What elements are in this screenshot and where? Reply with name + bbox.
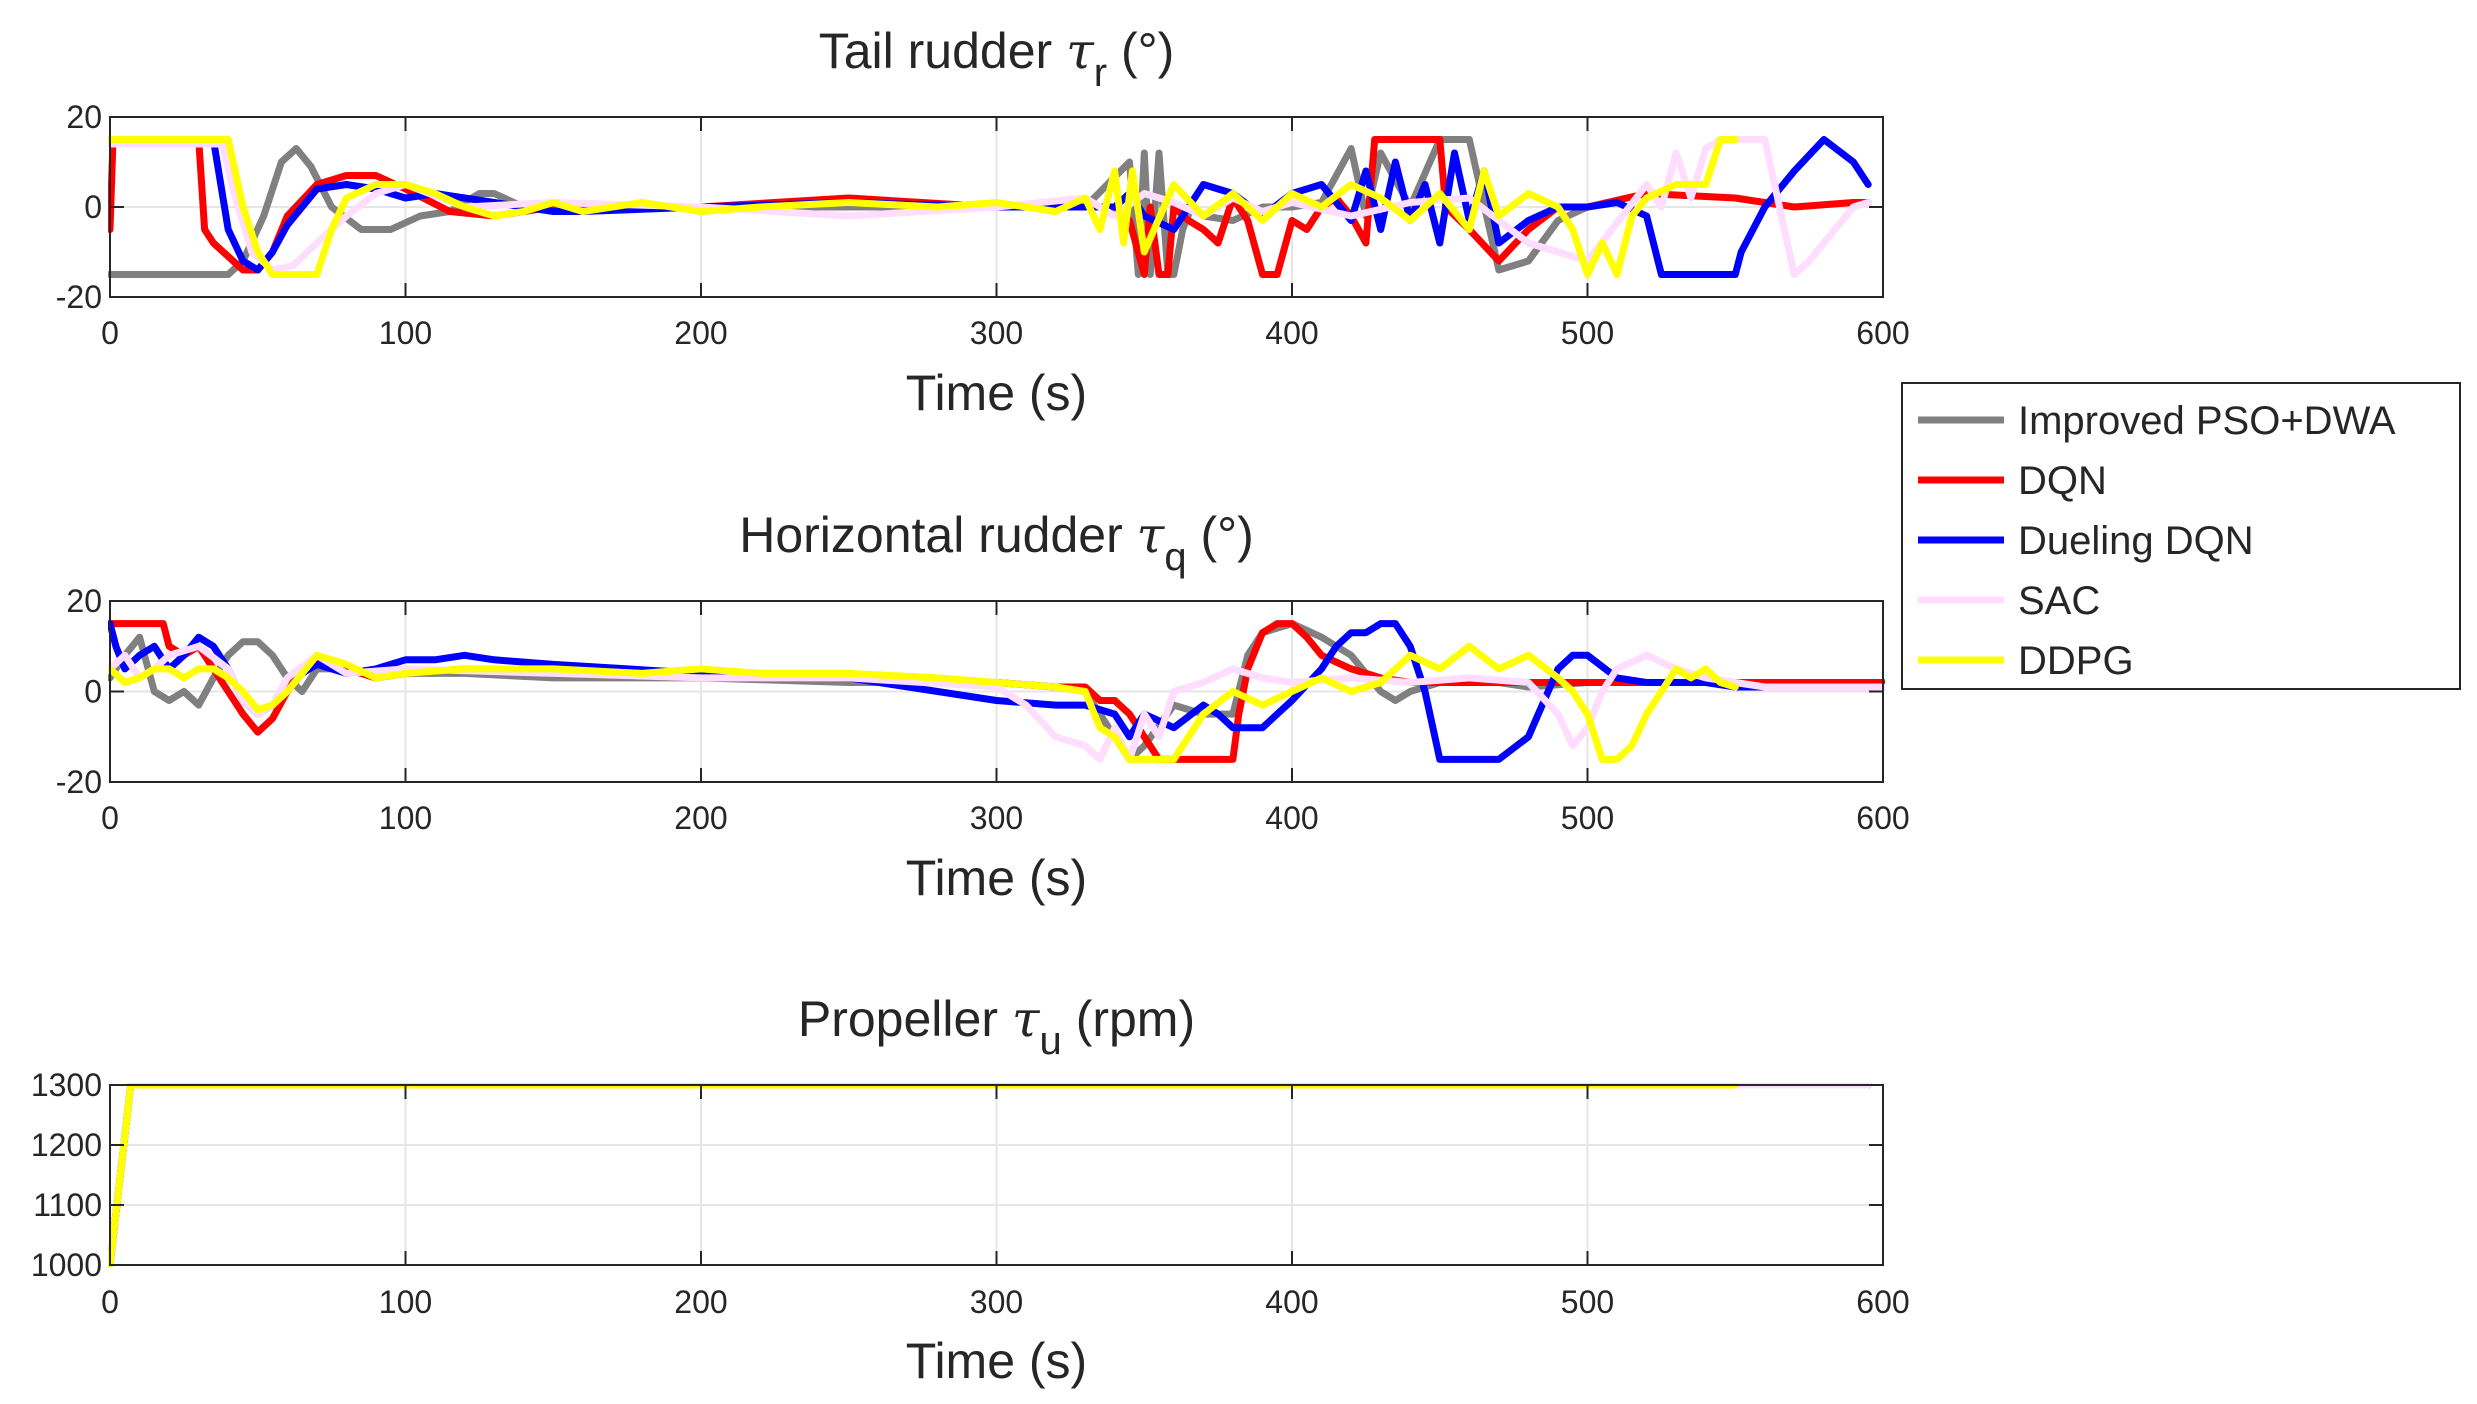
- x-tick-label: 600: [1856, 1284, 1909, 1320]
- x-tick-label: 200: [674, 315, 727, 351]
- chart-title: Tail rudder τr (°): [819, 22, 1175, 95]
- series-line-ddpg: [108, 136, 1739, 278]
- y-tick-label: 0: [84, 674, 102, 710]
- x-tick-label: 100: [379, 800, 432, 836]
- x-axis-label: Time (s): [906, 365, 1087, 421]
- x-axis-label: Time (s): [906, 1333, 1087, 1389]
- y-tick-label: 20: [66, 99, 102, 135]
- x-tick-label: 100: [379, 315, 432, 351]
- x-tick-label: 400: [1265, 800, 1318, 836]
- x-tick-label: 200: [674, 800, 727, 836]
- legend-label-improved-pso-dwa: Improved PSO+DWA: [2018, 399, 2396, 443]
- y-tick-label: 1100: [33, 1187, 102, 1223]
- series-group: [108, 620, 1885, 763]
- x-axis-label: Time (s): [906, 850, 1087, 906]
- y-tick-label: 1300: [31, 1067, 102, 1103]
- x-tick-label: 600: [1856, 800, 1909, 836]
- x-tick-label: 300: [970, 315, 1023, 351]
- x-tick-label: 300: [970, 800, 1023, 836]
- x-tick-label: 200: [674, 1284, 727, 1320]
- x-tick-label: 400: [1265, 315, 1318, 351]
- x-tick-label: 600: [1856, 315, 1909, 351]
- x-tick-label: 100: [379, 1284, 432, 1320]
- x-tick-label: 500: [1561, 800, 1614, 836]
- legend-label-dueling-dqn: Dueling DQN: [2018, 519, 2254, 563]
- chart-title: Propeller τu (rpm): [798, 990, 1195, 1063]
- legend-label-ddpg: DDPG: [2018, 639, 2134, 683]
- series-line-ddpg: [108, 642, 1739, 763]
- legend-box: [1901, 382, 2461, 690]
- y-tick-label: -20: [56, 764, 102, 800]
- chart-title: Horizontal rudder τq (°): [739, 506, 1254, 579]
- series-group: [108, 136, 1872, 278]
- x-tick-label: 400: [1265, 1284, 1318, 1320]
- x-tick-label: 0: [101, 315, 119, 351]
- y-tick-label: -20: [56, 279, 102, 315]
- legend-label-dqn: DQN: [2018, 459, 2107, 503]
- legend-label-sac: SAC: [2018, 579, 2100, 623]
- x-tick-label: 300: [970, 1284, 1023, 1320]
- y-tick-label: 20: [66, 583, 102, 619]
- y-tick-label: 1000: [31, 1247, 102, 1283]
- panel-3: 0 100 200 300 400 500 600 1000 1100 1200 1300 Time …: [31, 990, 1910, 1389]
- x-tick-label: 0: [101, 1284, 119, 1320]
- x-tick-label: 500: [1561, 315, 1614, 351]
- x-tick-label: 0: [101, 800, 119, 836]
- y-tick-label: 1200: [31, 1127, 102, 1163]
- legend: Improved PSO+DWA DQN Dueling DQN SAC DDP…: [1901, 382, 2461, 690]
- y-tick-label: 0: [84, 189, 102, 225]
- x-tick-label: 500: [1561, 1284, 1614, 1320]
